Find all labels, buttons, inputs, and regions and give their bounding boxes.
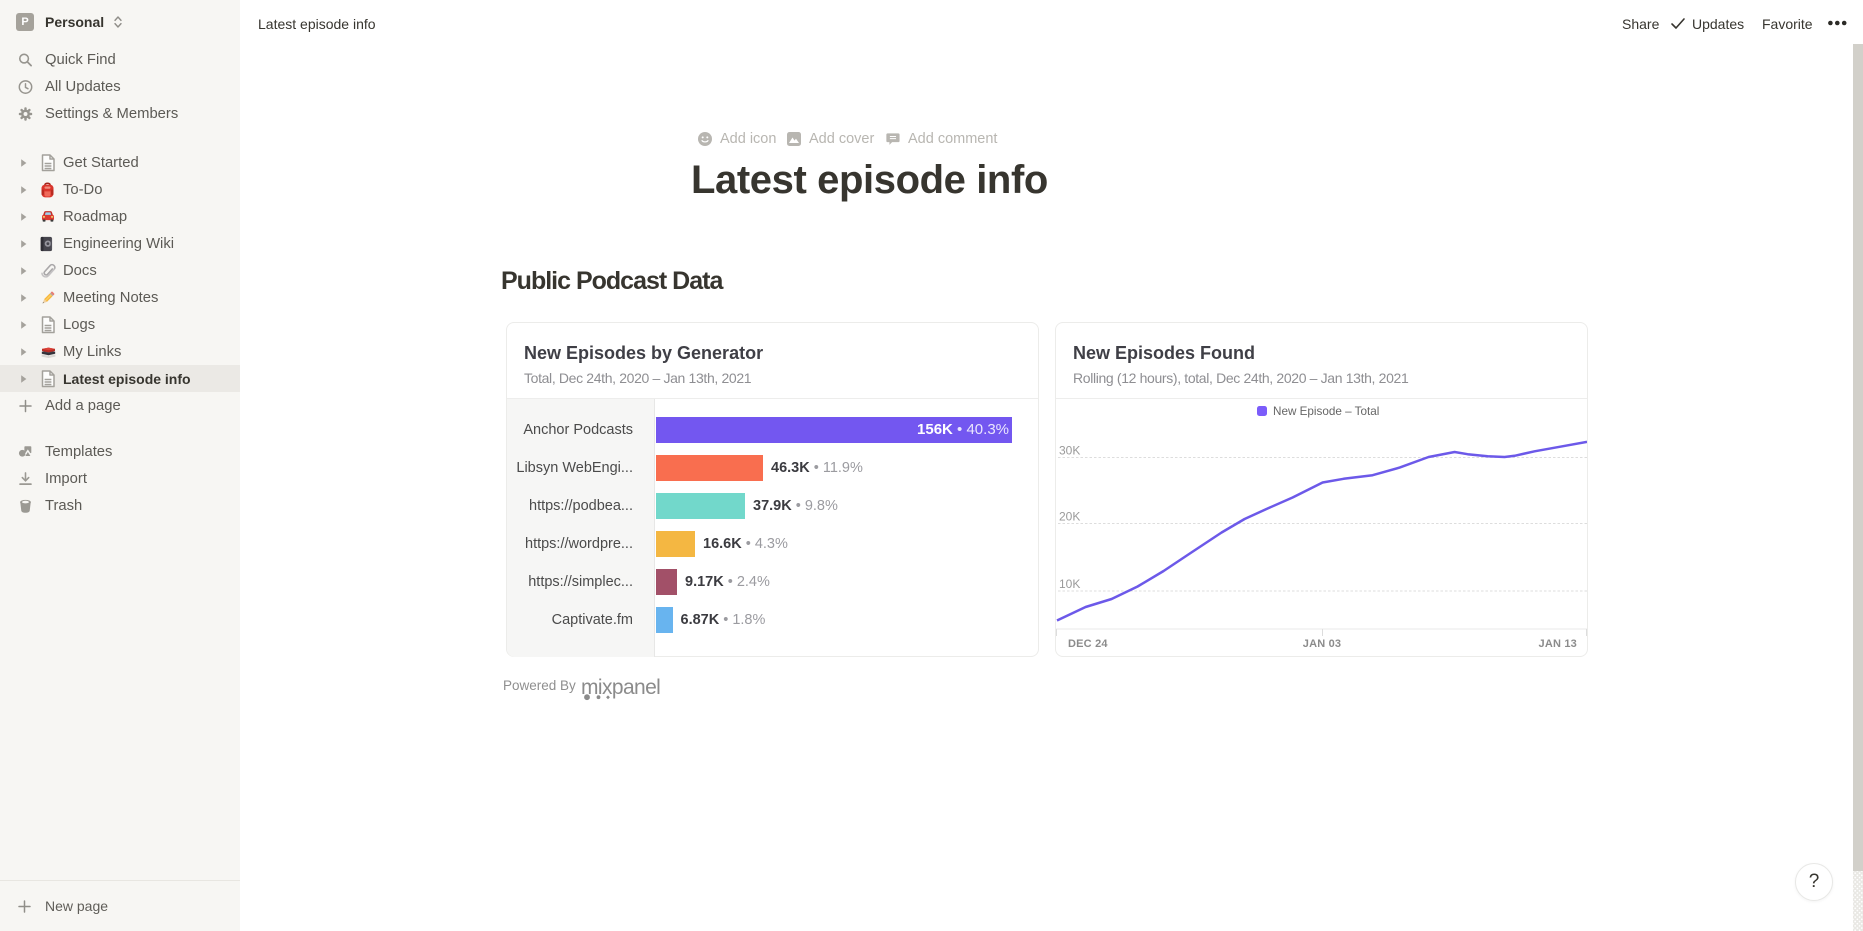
svg-text:JAN 13: JAN 13 <box>1539 638 1578 650</box>
svg-text:20K: 20K <box>1059 510 1080 524</box>
svg-text:10K: 10K <box>1059 577 1080 591</box>
svg-text:mixpanel: mixpanel <box>581 676 660 699</box>
svg-text:JAN 03: JAN 03 <box>1303 638 1342 650</box>
svg-text:New Episode – Total: New Episode – Total <box>1273 405 1379 418</box>
svg-text:DEC 24: DEC 24 <box>1068 638 1108 650</box>
svg-text:30K: 30K <box>1059 444 1080 458</box>
